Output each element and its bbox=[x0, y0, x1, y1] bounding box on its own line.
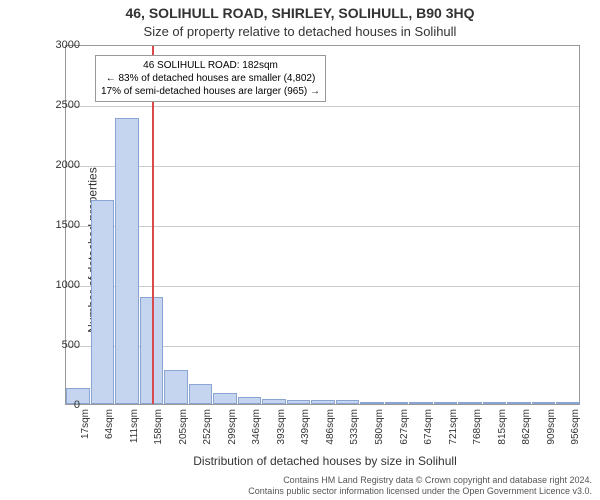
xtick-label: 393sqm bbox=[276, 409, 287, 445]
footer-line1: Contains HM Land Registry data © Crown c… bbox=[283, 475, 592, 485]
ytick-label: 0 bbox=[40, 399, 80, 411]
gridline bbox=[66, 226, 579, 227]
gridline bbox=[66, 106, 579, 107]
xtick-label: 815sqm bbox=[497, 409, 508, 445]
histogram-bar bbox=[483, 402, 507, 404]
chart-title-main: 46, SOLIHULL ROAD, SHIRLEY, SOLIHULL, B9… bbox=[0, 5, 600, 21]
x-axis-label: Distribution of detached houses by size … bbox=[50, 454, 600, 468]
histogram-bar bbox=[311, 400, 335, 404]
histogram-bar bbox=[532, 402, 556, 404]
histogram-bar bbox=[287, 400, 311, 404]
xtick-label: 909sqm bbox=[546, 409, 557, 445]
histogram-bar bbox=[507, 402, 531, 404]
ytick-label: 1500 bbox=[40, 219, 80, 231]
histogram-bar bbox=[213, 393, 237, 404]
xtick-label: 299sqm bbox=[227, 409, 238, 445]
xtick-label: 205sqm bbox=[178, 409, 189, 445]
xtick-label: 862sqm bbox=[521, 409, 532, 445]
histogram-bar bbox=[164, 370, 188, 404]
xtick-label: 486sqm bbox=[325, 409, 336, 445]
histogram-bar bbox=[91, 200, 115, 404]
xtick-label: 721sqm bbox=[448, 409, 459, 445]
histogram-bar bbox=[189, 384, 213, 404]
ytick-label: 500 bbox=[40, 339, 80, 351]
histogram-bar bbox=[262, 399, 286, 404]
annotation-line2: ← 83% of detached houses are smaller (4,… bbox=[106, 73, 316, 84]
footer-attribution: Contains HM Land Registry data © Crown c… bbox=[55, 475, 592, 498]
xtick-label: 956sqm bbox=[570, 409, 581, 445]
ytick-label: 3000 bbox=[40, 39, 80, 51]
histogram-bar bbox=[556, 402, 580, 404]
footer-line2: Contains public sector information licen… bbox=[248, 486, 592, 496]
ytick-label: 2000 bbox=[40, 159, 80, 171]
histogram-bar bbox=[238, 397, 262, 404]
xtick-label: 17sqm bbox=[80, 409, 91, 439]
annotation-line1: 46 SOLIHULL ROAD: 182sqm bbox=[143, 60, 278, 71]
ytick-label: 2500 bbox=[40, 99, 80, 111]
gridline bbox=[66, 166, 579, 167]
histogram-bar bbox=[434, 402, 458, 404]
xtick-label: 674sqm bbox=[423, 409, 434, 445]
xtick-label: 439sqm bbox=[300, 409, 311, 445]
histogram-bar bbox=[115, 118, 139, 404]
xtick-label: 252sqm bbox=[202, 409, 213, 445]
chart-title-sub: Size of property relative to detached ho… bbox=[0, 24, 600, 39]
histogram-bar bbox=[458, 402, 482, 404]
histogram-bar bbox=[385, 402, 409, 404]
xtick-label: 580sqm bbox=[374, 409, 385, 445]
annotation-box: 46 SOLIHULL ROAD: 182sqm ← 83% of detache… bbox=[95, 55, 326, 102]
xtick-label: 111sqm bbox=[129, 409, 140, 443]
xtick-label: 158sqm bbox=[153, 409, 164, 445]
histogram-bar bbox=[336, 400, 360, 404]
xtick-label: 64sqm bbox=[104, 409, 115, 439]
annotation-line3: 17% of semi-detached houses are larger (… bbox=[101, 86, 320, 97]
gridline bbox=[66, 286, 579, 287]
xtick-label: 533sqm bbox=[349, 409, 360, 445]
xtick-label: 627sqm bbox=[399, 409, 410, 445]
ytick-label: 1000 bbox=[40, 279, 80, 291]
xtick-label: 768sqm bbox=[472, 409, 483, 445]
histogram-bar bbox=[360, 402, 384, 404]
xtick-label: 346sqm bbox=[251, 409, 262, 445]
histogram-bar bbox=[409, 402, 433, 404]
